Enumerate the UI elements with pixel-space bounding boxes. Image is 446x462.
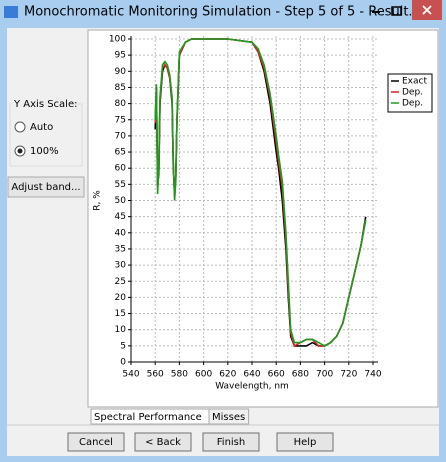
x-tick-label: 580 <box>171 370 188 380</box>
x-tick-label: 680 <box>292 370 309 380</box>
y-tick-label: 10 <box>115 325 127 335</box>
button[interactable] <box>134 432 192 452</box>
radio-label[interactable]: Auto <box>30 122 53 133</box>
y-tick-label: 40 <box>115 228 127 238</box>
legend-label: Exact <box>402 77 427 87</box>
x-tick-label: 560 <box>147 370 164 380</box>
y-tick-label: 100 <box>109 35 126 45</box>
y-tick-label: 90 <box>115 67 127 77</box>
app-icon <box>4 6 18 18</box>
button-label[interactable]: < Back <box>145 437 181 448</box>
y-tick-label: 70 <box>115 131 127 141</box>
y-tick-label: 50 <box>115 196 127 206</box>
x-tick-label: 540 <box>122 370 139 380</box>
chart-area <box>87 29 439 408</box>
adjust-button[interactable] <box>7 176 85 198</box>
y-axis-label: R, % <box>93 190 103 211</box>
x-tick-label: 620 <box>219 370 236 380</box>
button[interactable] <box>276 432 334 452</box>
series-line <box>154 38 367 347</box>
button[interactable] <box>202 432 260 452</box>
x-axis-label: Wavelength, nm <box>215 382 289 392</box>
tab-label[interactable]: Spectral Performance <box>94 412 202 423</box>
x-tick-label: 660 <box>268 370 285 380</box>
y-tick-label: 5 <box>120 341 126 351</box>
x-tick-label: 600 <box>195 370 212 380</box>
y-tick-label: 80 <box>115 99 127 109</box>
y-tick-label: 60 <box>115 164 127 174</box>
y-tick-label: 35 <box>115 244 126 254</box>
y-tick-label: 55 <box>115 180 126 190</box>
window-title: Monochromatic Monitoring Simulation - St… <box>24 5 421 20</box>
radio-dot <box>17 148 23 154</box>
y-tick-label: 15 <box>115 309 126 319</box>
x-tick-label: 720 <box>340 370 357 380</box>
group-title-bg <box>12 98 72 110</box>
tab[interactable] <box>208 408 250 425</box>
y-tick-label: 0 <box>120 358 126 368</box>
y-tick-label: 25 <box>115 277 126 287</box>
legend-label: Dep. <box>402 88 423 98</box>
y-tick-label: 95 <box>115 51 126 61</box>
button-label[interactable]: Cancel <box>79 437 113 448</box>
x-tick-label: 700 <box>316 370 333 380</box>
radio-button[interactable] <box>14 121 26 133</box>
y-tick-label: 20 <box>115 293 127 303</box>
button-label[interactable]: Help <box>294 437 317 448</box>
button[interactable] <box>67 432 125 452</box>
y-tick-label: 30 <box>115 261 127 271</box>
legend-label: Dep. <box>402 99 423 109</box>
tab-label[interactable]: Misses <box>212 412 245 423</box>
y-tick-label: 75 <box>115 115 126 125</box>
adjust-button-label[interactable]: Adjust band... <box>11 182 80 193</box>
radio-label[interactable]: 100% <box>30 146 59 157</box>
close-icon <box>422 5 432 15</box>
y-tick-label: 85 <box>115 83 126 93</box>
x-tick-label: 740 <box>364 370 381 380</box>
x-tick-label: 640 <box>243 370 260 380</box>
maximize-button[interactable] <box>391 6 402 16</box>
y-tick-label: 65 <box>115 148 126 158</box>
button-label[interactable]: Finish <box>217 437 245 448</box>
y-tick-label: 45 <box>115 212 126 222</box>
group-title: Y Axis Scale: <box>13 99 78 110</box>
